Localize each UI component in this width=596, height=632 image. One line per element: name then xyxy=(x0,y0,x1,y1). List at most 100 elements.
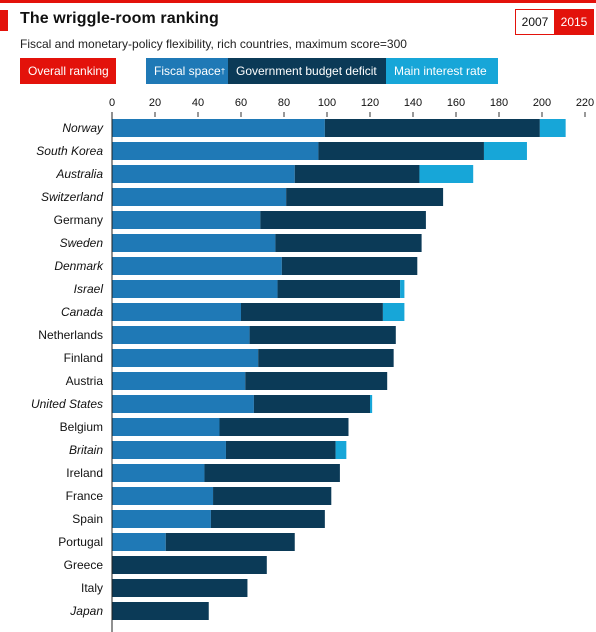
x-tick-label: 60 xyxy=(235,97,247,109)
budget-deficit-bar xyxy=(213,487,332,505)
interest-rate-bar xyxy=(539,119,566,137)
fiscal-space-bar xyxy=(112,257,282,275)
bar-row xyxy=(112,280,405,298)
budget-deficit-bar xyxy=(112,556,267,574)
bar-row xyxy=(112,165,474,183)
bar-row xyxy=(112,326,396,344)
bar-row xyxy=(112,142,527,160)
interest-rate-bar xyxy=(419,165,474,183)
x-tick-label: 40 xyxy=(192,97,204,109)
country-label: Finland xyxy=(64,351,103,365)
interest-rate-button[interactable]: Main interest rate xyxy=(386,58,498,84)
fiscal-space-button[interactable]: Fiscal space † xyxy=(146,58,228,84)
fiscal-space-bar xyxy=(112,395,254,413)
fiscal-space-bar xyxy=(112,441,226,459)
budget-deficit-bar xyxy=(277,280,401,298)
country-label: Ireland xyxy=(66,466,103,480)
budget-deficit-bar xyxy=(294,165,420,183)
budget-deficit-bar xyxy=(318,142,484,160)
fiscal-space-bar xyxy=(112,418,220,436)
country-label: United States xyxy=(31,397,103,411)
fiscal-space-bar xyxy=(112,326,250,344)
overall-ranking-button[interactable]: Overall ranking xyxy=(20,58,116,84)
country-label: Germany xyxy=(54,213,103,227)
country-label: Japan xyxy=(69,604,103,618)
fiscal-space-bar xyxy=(112,234,276,252)
bar-row xyxy=(112,257,418,275)
title-accent-mark xyxy=(0,10,8,31)
country-label: Greece xyxy=(64,558,104,572)
budget-deficit-bar xyxy=(286,188,444,206)
bar-row xyxy=(112,234,422,252)
country-label: Spain xyxy=(72,512,103,526)
year-2007-toggle[interactable]: 2007 xyxy=(515,9,555,35)
country-label: Austria xyxy=(66,374,104,388)
fiscal-space-bar xyxy=(112,349,259,367)
fiscal-space-bar xyxy=(112,510,211,528)
interest-rate-bar xyxy=(382,303,405,321)
bar-row xyxy=(112,441,347,459)
country-label: Denmark xyxy=(54,259,104,273)
x-tick-label: 100 xyxy=(318,97,336,109)
fiscal-space-bar xyxy=(112,372,246,390)
interest-rate-bar xyxy=(335,441,347,459)
top-accent-bar xyxy=(0,0,596,3)
country-label: Israel xyxy=(74,282,104,296)
budget-deficit-bar xyxy=(281,257,418,275)
budget-deficit-bar xyxy=(253,395,370,413)
x-tick-label: 220 xyxy=(576,97,594,109)
x-tick-label: 160 xyxy=(447,97,465,109)
x-tick-label: 140 xyxy=(404,97,422,109)
bar-row xyxy=(112,510,325,528)
country-label: Switzerland xyxy=(41,190,103,204)
budget-deficit-bar xyxy=(249,326,396,344)
x-tick-label: 0 xyxy=(109,97,115,109)
country-label: Netherlands xyxy=(38,328,103,342)
country-label: Italy xyxy=(81,581,103,595)
fiscal-space-bar xyxy=(112,165,295,183)
country-label: France xyxy=(66,489,104,503)
budget-deficit-bar xyxy=(260,211,426,229)
bar-row xyxy=(112,579,248,597)
country-label: Sweden xyxy=(60,236,104,250)
year-2015-toggle[interactable]: 2015 xyxy=(554,9,594,35)
budget-deficit-bar xyxy=(112,602,209,620)
bar-row xyxy=(112,349,394,367)
fiscal-space-bar xyxy=(112,464,205,482)
interest-rate-bar xyxy=(370,395,373,413)
bar-row xyxy=(112,556,267,574)
fiscal-space-bar xyxy=(112,533,166,551)
budget-deficit-bar xyxy=(219,418,349,436)
fiscal-footnote-mark: † xyxy=(220,66,226,76)
country-label: Belgium xyxy=(60,420,103,434)
country-label: Portugal xyxy=(58,535,103,549)
interest-rate-bar xyxy=(400,280,405,298)
budget-deficit-bar xyxy=(258,349,394,367)
bar-row xyxy=(112,418,349,436)
bar-row xyxy=(112,464,340,482)
x-tick-label: 180 xyxy=(490,97,508,109)
bar-row xyxy=(112,487,332,505)
bar-row xyxy=(112,303,405,321)
fiscal-space-bar xyxy=(112,211,261,229)
fiscal-space-bar xyxy=(112,119,325,137)
x-tick-label: 20 xyxy=(149,97,161,109)
bar-row xyxy=(112,533,295,551)
budget-deficit-bar xyxy=(241,303,383,321)
budget-deficit-bar xyxy=(112,579,248,597)
budget-deficit-bar xyxy=(324,119,540,137)
budget-deficit-bar xyxy=(225,441,336,459)
country-label: Norway xyxy=(62,121,104,135)
bar-row xyxy=(112,119,566,137)
country-label: Britain xyxy=(69,443,103,457)
chart-subtitle: Fiscal and monetary-policy flexibility, … xyxy=(20,37,407,51)
budget-deficit-button[interactable]: Government budget deficit xyxy=(228,58,386,84)
budget-deficit-bar xyxy=(204,464,340,482)
bar-row xyxy=(112,372,388,390)
fiscal-space-bar xyxy=(112,487,214,505)
bar-row xyxy=(112,602,209,620)
fiscal-space-bar xyxy=(112,280,278,298)
fiscal-space-bar xyxy=(112,303,241,321)
budget-deficit-bar xyxy=(275,234,422,252)
